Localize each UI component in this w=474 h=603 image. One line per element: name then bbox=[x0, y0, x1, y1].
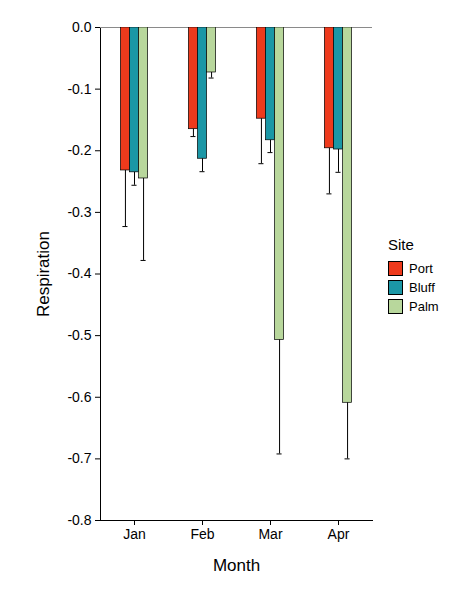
svg-text:-0.7: -0.7 bbox=[67, 450, 91, 466]
svg-text:-0.8: -0.8 bbox=[67, 512, 91, 528]
svg-text:Apr: Apr bbox=[328, 526, 350, 542]
html-text:Port: Port bbox=[409, 261, 433, 276]
svg-text:Respiration: Respiration bbox=[34, 231, 53, 317]
svg-text:-0.4: -0.4 bbox=[67, 265, 91, 281]
svg-text:-0.5: -0.5 bbox=[67, 327, 91, 343]
svg-text:Feb: Feb bbox=[190, 526, 214, 542]
svg-text:-0.3: -0.3 bbox=[67, 204, 91, 220]
svg-text:Month: Month bbox=[213, 556, 260, 575]
svg-text:-0.2: -0.2 bbox=[67, 142, 91, 158]
html-text:Bluff: Bluff bbox=[409, 280, 435, 295]
svg-text:-0.6: -0.6 bbox=[67, 389, 91, 405]
html-text:Palm: Palm bbox=[409, 299, 439, 314]
svg-text:-0.1: -0.1 bbox=[67, 81, 91, 97]
svg-text:Jan: Jan bbox=[123, 526, 146, 542]
html-text:Site: Site bbox=[388, 236, 414, 253]
svg-text:0.0: 0.0 bbox=[72, 19, 92, 35]
svg-text:Mar: Mar bbox=[258, 526, 282, 542]
